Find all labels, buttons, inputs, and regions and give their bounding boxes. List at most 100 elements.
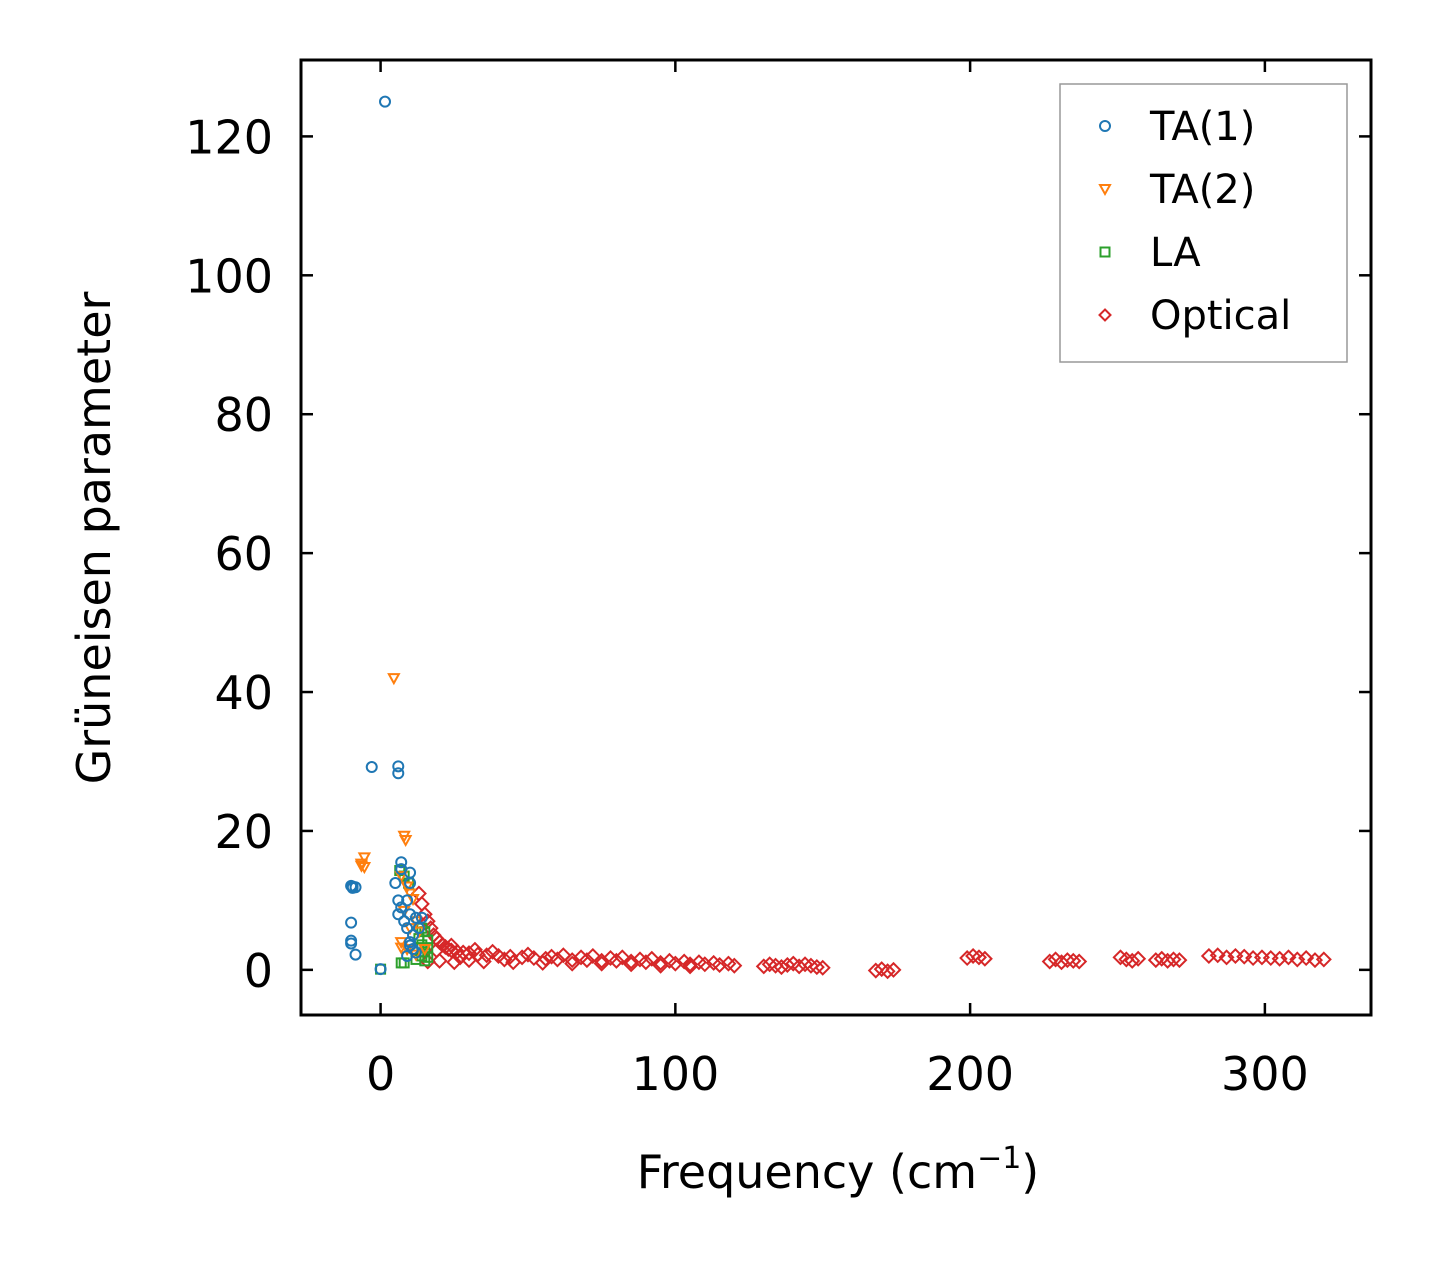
data-point	[431, 952, 448, 969]
x-axis-title-superscript: −1	[977, 1141, 1021, 1176]
data-point	[409, 911, 422, 924]
data-point	[773, 959, 790, 976]
data-point	[409, 946, 422, 959]
data-point	[392, 760, 405, 773]
legend-entry: LA	[1099, 230, 1201, 276]
data-point	[814, 959, 831, 976]
data-point	[404, 939, 417, 952]
y-tick-label: 80	[214, 388, 273, 442]
data-point	[1159, 952, 1176, 969]
data-point	[394, 937, 408, 950]
data-point	[543, 948, 560, 965]
data-point	[345, 937, 358, 950]
series-optical	[410, 885, 1332, 980]
data-point	[802, 957, 819, 974]
data-point	[534, 954, 551, 971]
data-point	[505, 954, 522, 971]
data-point	[1118, 951, 1135, 968]
data-point	[1053, 954, 1070, 971]
legend-label: LA	[1150, 230, 1201, 276]
data-point	[1236, 948, 1253, 965]
data-point	[346, 881, 359, 894]
data-point	[392, 908, 405, 921]
x-tick-label: 0	[366, 1047, 395, 1101]
data-point	[767, 957, 784, 974]
data-point	[398, 834, 413, 848]
data-point	[395, 901, 408, 914]
data-point	[514, 949, 531, 966]
x-tick-label: 200	[926, 1047, 1014, 1101]
data-point	[584, 947, 601, 964]
legend-label: TA(1)	[1149, 104, 1255, 150]
data-point	[573, 949, 590, 966]
data-point	[959, 950, 976, 967]
data-point	[885, 961, 902, 978]
data-point	[690, 954, 707, 971]
data-point	[970, 949, 987, 966]
data-point	[519, 946, 536, 963]
data-point	[443, 937, 460, 954]
data-point	[879, 963, 896, 980]
data-point	[412, 922, 425, 935]
data-point	[446, 954, 463, 971]
y-tick-label: 20	[214, 805, 273, 859]
data-point	[407, 929, 420, 942]
y-tick-label: 120	[185, 110, 273, 164]
y-tick-label: 100	[185, 249, 273, 303]
data-point	[965, 947, 982, 964]
data-point	[392, 767, 405, 780]
data-point	[404, 908, 417, 921]
data-point	[631, 951, 648, 968]
data-point	[349, 948, 362, 961]
legend-marker	[1098, 308, 1112, 322]
data-point	[418, 944, 432, 957]
legend-entry: Optical	[1098, 293, 1291, 339]
legend-entries: TA(1) TA(2) LA Optical	[1098, 104, 1291, 339]
data-point	[387, 673, 401, 686]
data-point	[404, 936, 417, 949]
data-point	[602, 950, 619, 967]
data-point	[676, 953, 693, 970]
data-point	[345, 916, 358, 929]
data-point	[614, 949, 631, 966]
data-point	[555, 947, 572, 964]
data-point	[761, 956, 778, 973]
data-point	[705, 954, 722, 971]
data-point	[400, 944, 414, 957]
data-point	[452, 949, 469, 966]
axis-ticks: 0 100 200 300 0 20 40 60 80 100 120	[185, 60, 1371, 1101]
data-point	[345, 879, 358, 892]
data-point	[661, 952, 678, 969]
data-point	[682, 956, 699, 973]
data-point	[395, 957, 407, 969]
data-point	[1253, 949, 1270, 966]
data-point	[1130, 950, 1147, 967]
y-tick-label: 40	[214, 666, 273, 720]
data-point	[400, 881, 414, 894]
series-ta-1-	[345, 95, 428, 976]
data-point	[867, 962, 884, 979]
data-point	[461, 945, 478, 962]
data-point	[357, 862, 372, 875]
x-axis-title-tail: )	[1021, 1145, 1039, 1199]
legend-marker	[1099, 120, 1111, 132]
data-point	[525, 950, 542, 967]
data-point	[478, 947, 495, 964]
data-point	[403, 888, 417, 901]
legend-label: TA(2)	[1149, 167, 1255, 213]
legend-entry: TA(1)	[1099, 104, 1255, 150]
data-point	[496, 951, 513, 968]
data-point	[667, 955, 684, 972]
data-point	[1041, 953, 1058, 970]
data-point	[406, 894, 420, 907]
data-point	[407, 943, 420, 956]
data-point	[720, 955, 737, 972]
data-point	[374, 963, 387, 976]
data-point	[564, 955, 581, 972]
data-point	[440, 941, 457, 958]
data-point	[466, 941, 483, 958]
data-point	[643, 950, 660, 967]
data-point	[475, 953, 492, 970]
data-point	[976, 950, 993, 967]
